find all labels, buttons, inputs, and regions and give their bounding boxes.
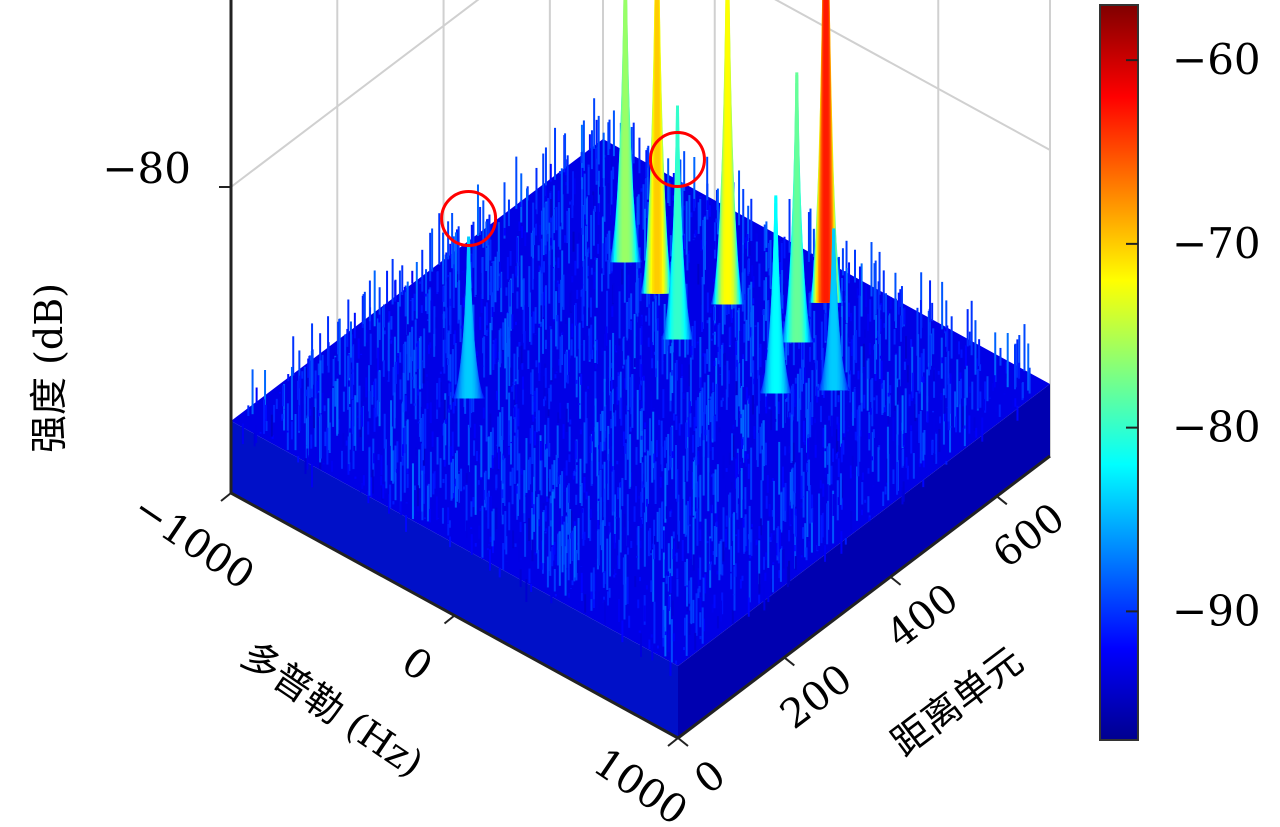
doppler-tick — [667, 737, 679, 747]
peak-layer — [773, 195, 778, 394]
peak — [809, 0, 843, 303]
peak-layer — [675, 105, 680, 340]
target-circle — [440, 190, 498, 248]
doppler-tick-label: −1000 — [124, 485, 262, 599]
peak-layer — [725, 0, 730, 305]
peak-layer — [655, 0, 660, 294]
noise-floor-plane — [231, 139, 1050, 666]
target-circle — [648, 130, 706, 188]
peak-layer — [466, 236, 471, 399]
range-tick — [996, 495, 1008, 506]
front-skirt-left — [231, 421, 678, 738]
colorbar-tick-label: −90 — [1172, 586, 1261, 635]
front-skirt-right — [678, 384, 1050, 738]
peak — [640, 0, 674, 294]
range-tick-label: 200 — [772, 656, 861, 739]
surface-floor — [231, 98, 1050, 738]
doppler-tick-label: 1000 — [585, 740, 695, 827]
colorbar-gradient — [1099, 4, 1139, 741]
peak — [661, 105, 694, 340]
peak-layer — [623, 0, 628, 263]
range-tick — [889, 576, 902, 586]
range-tick — [783, 656, 795, 667]
peak-layer — [794, 72, 799, 343]
colorbar: −60 −70 −80 −90 — [1099, 4, 1261, 741]
colorbar-tick-label: −60 — [1172, 35, 1261, 84]
range-tick-label: 600 — [985, 495, 1074, 578]
range-tick — [677, 737, 689, 747]
range-axis-line — [677, 454, 1051, 740]
doppler-tick — [443, 614, 456, 625]
peak-layer — [831, 228, 836, 391]
range-tick-label: 400 — [878, 575, 967, 658]
peak — [452, 236, 485, 399]
peak — [711, 0, 744, 305]
peak — [759, 195, 793, 394]
intensity-tick-label: −80 — [102, 144, 191, 193]
peak — [780, 72, 814, 343]
circled-targets — [440, 130, 706, 248]
colorbar-tick-label: −80 — [1172, 403, 1261, 452]
doppler-tick-label: 0 — [393, 639, 440, 691]
peak-layer — [823, 0, 828, 303]
colorbar-tick-label: −70 — [1172, 219, 1261, 268]
grid-level-line — [230, 0, 1051, 188]
doppler-axis-label: 多普勒 (Hz) — [233, 633, 431, 786]
surface-peaks — [452, 0, 851, 399]
doppler-tick — [220, 492, 232, 502]
peak — [608, 0, 642, 263]
intensity-axis-label: 强度 (dB) — [27, 283, 71, 453]
peak — [817, 228, 851, 391]
axes-grid — [230, 0, 1051, 493]
